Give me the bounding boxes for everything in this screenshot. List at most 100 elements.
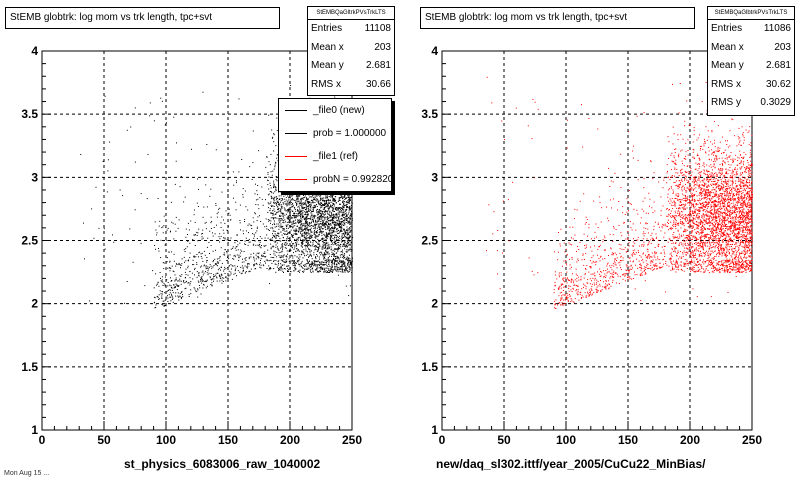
scatter-point xyxy=(348,211,350,213)
scatter-point xyxy=(748,247,749,248)
scatter-point xyxy=(159,220,161,222)
scatter-point xyxy=(344,242,346,243)
scatter-point xyxy=(292,194,294,196)
scatter-point xyxy=(185,228,187,230)
scatter-point xyxy=(677,193,679,195)
scatter-point xyxy=(330,220,332,222)
scatter-point xyxy=(304,214,306,216)
scatter-point xyxy=(304,192,305,194)
scatter-point xyxy=(312,200,314,202)
scatter-point xyxy=(272,136,274,138)
scatter-point xyxy=(310,241,311,243)
scatter-point xyxy=(276,223,278,225)
scatter-point xyxy=(322,199,324,201)
scatter-point xyxy=(677,195,678,197)
scatter-point xyxy=(728,179,730,181)
scatter-point xyxy=(744,261,746,263)
scatter-point xyxy=(330,224,332,226)
scatter-point xyxy=(312,235,314,237)
scatter-point xyxy=(331,210,333,212)
scatter-point xyxy=(337,216,339,218)
scatter-point xyxy=(251,225,253,227)
scatter-point xyxy=(173,116,175,118)
scatter-point xyxy=(708,237,709,239)
scatter-point xyxy=(349,228,351,230)
scatter-point xyxy=(171,280,173,281)
scatter-point xyxy=(296,204,297,206)
scatter-point xyxy=(333,205,335,207)
scatter-point xyxy=(213,274,215,276)
scatter-point xyxy=(155,229,157,231)
scatter-point xyxy=(706,254,708,256)
scatter-point xyxy=(343,201,345,202)
scatter-point xyxy=(716,232,717,234)
scatter-point xyxy=(285,199,287,201)
scatter-point xyxy=(301,243,303,245)
scatter-point xyxy=(270,220,272,222)
scatter-point xyxy=(685,253,687,255)
scatter-point xyxy=(317,199,319,201)
scatter-point xyxy=(743,139,745,141)
scatter-point xyxy=(132,261,134,263)
scatter-point xyxy=(217,263,219,264)
scatter-point xyxy=(234,247,236,249)
scatter-point xyxy=(340,262,342,264)
scatter-point xyxy=(197,206,199,207)
scatter-point xyxy=(292,261,294,263)
scatter-point xyxy=(286,226,287,228)
scatter-point xyxy=(179,296,181,298)
scatter-point xyxy=(232,247,234,249)
scatter-point xyxy=(298,219,300,221)
scatter-point xyxy=(279,225,281,227)
scatter-point xyxy=(349,197,351,199)
scatter-point xyxy=(301,205,303,207)
scatter-point xyxy=(285,233,287,235)
scatter-point xyxy=(332,235,334,236)
scatter-point xyxy=(181,291,183,292)
scatter-point xyxy=(247,267,248,269)
scatter-point xyxy=(282,215,284,217)
scatter-point xyxy=(351,225,353,227)
x-tick-label: 0 xyxy=(39,433,46,447)
scatter-point xyxy=(280,208,282,210)
scatter-point xyxy=(346,218,347,220)
scatter-point xyxy=(314,204,316,206)
scatter-point xyxy=(276,180,278,182)
scatter-point xyxy=(316,241,318,243)
scatter-point xyxy=(300,231,301,233)
scatter-point xyxy=(346,215,348,217)
scatter-point xyxy=(203,284,205,286)
scatter-point xyxy=(351,262,352,264)
scatter-point xyxy=(703,253,705,254)
scatter-point xyxy=(690,223,692,225)
scatter-point xyxy=(166,279,168,281)
scatter-point xyxy=(333,227,335,229)
scatter-point xyxy=(314,192,316,194)
scatter-point xyxy=(292,244,294,246)
scatter-point xyxy=(320,227,322,229)
scatter-point xyxy=(243,270,244,272)
scatter-point xyxy=(275,187,277,188)
scatter-point xyxy=(334,240,336,242)
scatter-point xyxy=(172,270,174,272)
scatter-point xyxy=(307,260,308,262)
scatter-point xyxy=(252,233,254,235)
scatter-point xyxy=(310,212,312,214)
scatter-point xyxy=(327,260,329,262)
scatter-point xyxy=(711,159,712,161)
scatter-point xyxy=(210,265,212,267)
scatter-point xyxy=(342,241,343,243)
scatter-point xyxy=(304,228,305,230)
scatter-point xyxy=(241,261,243,263)
scatter-point xyxy=(227,214,229,216)
scatter-point xyxy=(318,217,319,219)
scatter-point xyxy=(196,276,198,278)
scatter-point xyxy=(315,240,316,242)
scatter-point xyxy=(290,198,292,200)
scatter-point xyxy=(236,246,238,248)
scatter-point xyxy=(731,184,733,186)
scatter-point xyxy=(689,175,691,177)
scatter-point xyxy=(697,224,699,226)
scatter-point xyxy=(325,203,327,205)
scatter-point xyxy=(307,224,309,226)
